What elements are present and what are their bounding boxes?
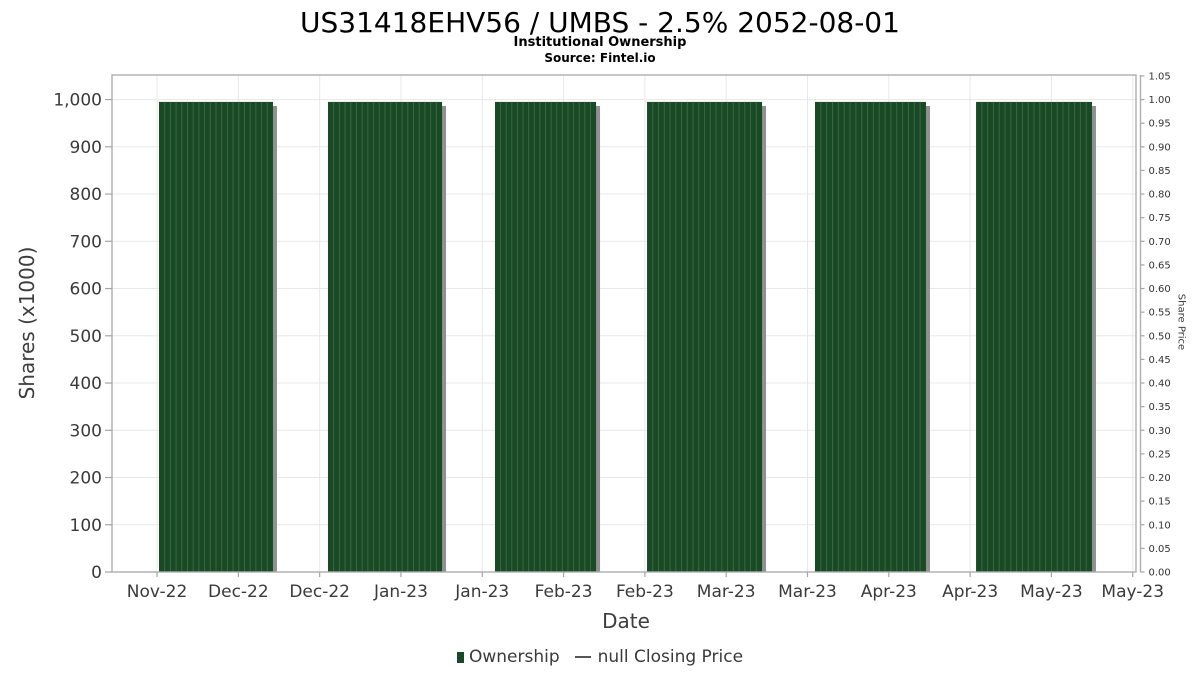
- y-right-tick-label: 0.55: [1149, 308, 1171, 319]
- y-right-tick-label: 0.25: [1149, 449, 1171, 460]
- ownership-swatch-icon: [456, 651, 464, 663]
- y-right-tick-label: 1.05: [1149, 71, 1171, 82]
- y-right-tick-label: 0.05: [1149, 544, 1171, 555]
- y-right-tick-label: 0.30: [1149, 426, 1171, 437]
- y-right-tick-label: 0.60: [1149, 284, 1171, 295]
- x-tick-label: Feb-23: [616, 582, 674, 602]
- y-left-tick-label: 1,000: [53, 91, 102, 111]
- y-right-tick-label: 0.85: [1149, 166, 1171, 177]
- y-left-tick-label: 0: [91, 563, 102, 583]
- y-right-axis-label: Share Price: [1175, 293, 1187, 351]
- x-tick-label: May-23: [1101, 582, 1164, 602]
- legend-closing-price-label: null Closing Price: [597, 647, 744, 667]
- y-left-tick-label: 600: [70, 280, 102, 300]
- y-left-tick-label: 900: [70, 138, 102, 158]
- legend: Ownership null Closing Price: [0, 647, 1200, 667]
- y-right-tick-label: 0.95: [1149, 119, 1171, 130]
- y-left-tick-label: 300: [70, 421, 102, 441]
- y-left-tick-label: 400: [70, 374, 102, 394]
- x-tick-label: Nov-22: [127, 582, 188, 602]
- y-left-tick-label: 500: [70, 327, 102, 347]
- x-axis-label: Date: [602, 609, 650, 633]
- x-tick-label: Mar-23: [778, 582, 837, 602]
- x-tick-label: Jan-23: [454, 582, 509, 602]
- x-tick-label: Jan-23: [373, 582, 428, 602]
- y-right-tick-label: 0.20: [1149, 473, 1171, 484]
- y-right-tick-label: 0.50: [1149, 331, 1171, 342]
- y-left-tick-label: 200: [70, 469, 102, 489]
- y-right-tick-label: 0.75: [1149, 213, 1171, 224]
- y-right-tick-label: 0.70: [1149, 237, 1171, 248]
- y-right-tick-label: 0.10: [1149, 520, 1171, 531]
- chart-title: US31418EHV56 / UMBS - 2.5% 2052-08-01: [300, 6, 900, 39]
- y-right-tick-label: 0.90: [1149, 142, 1171, 153]
- y-right-tick-label: 0.65: [1149, 260, 1171, 271]
- y-left-tick-label: 800: [70, 185, 102, 205]
- y-right-tick-label: 1.00: [1149, 95, 1171, 106]
- x-tick-label: Dec-22: [208, 582, 269, 602]
- x-tick-label: Apr-23: [942, 582, 998, 602]
- x-tick-label: Mar-23: [697, 582, 756, 602]
- y-left-tick-label: 100: [70, 516, 102, 536]
- x-tick-label: Apr-23: [861, 582, 917, 602]
- y-left-axis-label: Shares (x1000): [15, 246, 39, 400]
- legend-ownership-label: Ownership: [468, 647, 560, 667]
- y-right-tick-label: 0.15: [1149, 497, 1171, 508]
- chart-subtitle: Institutional Ownership: [513, 35, 687, 50]
- y-right-tick-label: 0.80: [1149, 190, 1171, 201]
- y-left-tick-label: 700: [70, 232, 102, 252]
- y-right-tick-label: 0.00: [1149, 568, 1171, 579]
- x-tick-label: Dec-22: [289, 582, 350, 602]
- x-tick-label: May-23: [1020, 582, 1083, 602]
- y-right-tick-label: 0.45: [1149, 355, 1171, 366]
- chart-source: Source: Fintel.io: [544, 51, 656, 65]
- bar-group: [814, 101, 926, 572]
- y-right-tick-label: 0.40: [1149, 379, 1171, 390]
- x-tick-label: Feb-23: [535, 582, 593, 602]
- closing-price-line-icon: [574, 655, 591, 659]
- plot-border: [111, 74, 1137, 573]
- y-right-tick-label: 0.35: [1149, 402, 1171, 413]
